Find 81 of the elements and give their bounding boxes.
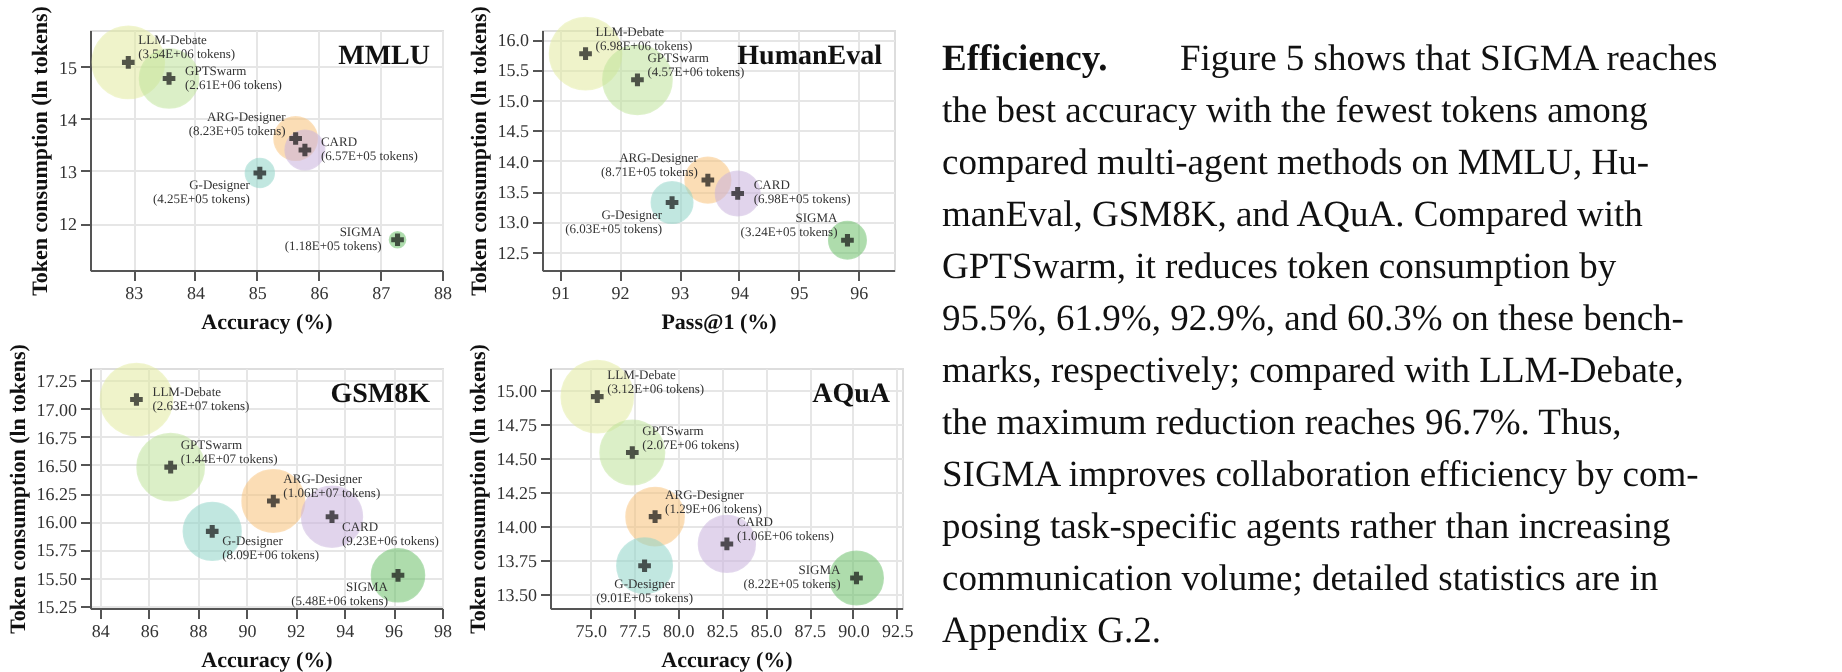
x-tick-label: 84	[91, 621, 111, 641]
x-tick-label: 90.0	[838, 621, 871, 641]
y-tick-label: 15.50	[36, 568, 78, 589]
x-tick-label: 92.5	[882, 621, 915, 641]
y-tick-label: 15.5	[497, 60, 530, 81]
y-tick-label: 17.00	[36, 399, 78, 420]
y-axis-title: Token consumption (ln tokens)	[29, 5, 53, 296]
y-tick-label: 14	[59, 109, 78, 130]
x-tick-label: 95	[790, 283, 810, 303]
y-tick-label: 14.25	[496, 483, 538, 504]
text: GPTSwarm, it reduces token consumption by	[942, 248, 1618, 288]
x-tick-label: 84	[186, 283, 206, 303]
x-tick-label: 94	[730, 283, 750, 303]
text: compared multi-agent methods on MMLU, Hu-	[942, 144, 1649, 184]
y-tick-label: 15	[59, 57, 78, 78]
chart-title: AQuA	[812, 380, 892, 410]
y-tick-label: 16.50	[36, 455, 78, 476]
y-tick-label: 12.5	[497, 242, 530, 263]
y-tick-label: 13.0	[497, 212, 530, 233]
text: the best accuracy with the fewest tokens among	[942, 92, 1648, 132]
x-tick-label: 92	[287, 621, 306, 641]
x-axis-title: Accuracy (%)	[201, 311, 334, 335]
y-tick-label: 17.25	[36, 371, 78, 392]
chart-title: MMLU	[338, 42, 430, 72]
x-tick-label: 80.0	[663, 621, 696, 641]
text: posing task-specific agents rather than increasing	[942, 508, 1671, 548]
x-tick-label: 91	[551, 283, 570, 303]
caption: Figure 5 shows that SIGMA reaches	[1180, 40, 1718, 80]
y-tick-label: 14.50	[496, 449, 538, 469]
text: marks, respectively; compared with LLM-Debate,	[942, 352, 1684, 392]
x-tick-label: 86	[140, 621, 160, 641]
x-axis-title: Accuracy (%)	[661, 649, 794, 672]
y-tick-label: 14.00	[496, 517, 538, 538]
y-tick-label: 13.5	[497, 182, 530, 203]
x-axis-title: Accuracy (%)	[201, 649, 334, 672]
y-tick-label: 14.75	[496, 414, 538, 435]
y-axis-title: Token consumption (ln tokens)	[467, 5, 492, 296]
y-tick-label: 13.75	[496, 551, 538, 572]
x-tick-label: 93	[671, 283, 691, 303]
y-tick-label: 12	[59, 214, 77, 235]
text: 95.5%, 61.9%, 92.9%, and 60.3% on these bench-	[942, 300, 1684, 340]
text: the maximum reduction reaches 96.7%. Thus,	[942, 404, 1622, 444]
x-tick-label: 87.5	[794, 621, 827, 641]
x-tick-label: 88	[189, 621, 209, 641]
x-tick-label: 85	[248, 283, 268, 303]
x-tick-label: 92	[611, 283, 630, 303]
text: Appendix G.2.	[942, 612, 1161, 652]
x-tick-label: 96	[850, 283, 870, 303]
x-tick-label: 94	[336, 621, 356, 641]
x-tick-label: 75.0	[575, 621, 609, 641]
x-tick-label: 82.5	[706, 621, 740, 641]
x-tick-label: 98	[434, 621, 453, 641]
chart-title: GSM8K	[330, 380, 431, 410]
x-tick-label: 88	[434, 283, 453, 303]
x-tick-label: 77.5	[619, 621, 652, 641]
y-tick-label: 15.00	[496, 380, 538, 401]
y-tick-label: 15.75	[36, 540, 78, 561]
x-tick-label: 96	[385, 621, 405, 641]
y-tick-label: 13	[59, 161, 78, 182]
y-tick-label: 15.0	[497, 90, 530, 111]
y-tick-label: 16.25	[36, 484, 78, 505]
text: manEval, GSM8K, and AQuA. Compared with	[942, 196, 1643, 236]
text: communication volume; detailed statistics are in	[942, 560, 1659, 600]
x-tick-label: 85.0	[750, 621, 784, 641]
y-tick-label: 13.50	[496, 585, 538, 606]
x-tick-label: 90	[238, 621, 258, 641]
y-tick-label: 14.5	[497, 121, 530, 142]
x-tick-label: 87	[372, 283, 392, 303]
y-axis-title: Token consumption (ln tokens)	[6, 343, 31, 634]
y-tick-label: 16.00	[36, 512, 78, 533]
text: SIGMA improves collaboration efficiency by com-	[942, 456, 1699, 496]
x-axis-title: Pass@1 (%)	[661, 311, 778, 335]
y-tick-label: 15.25	[36, 596, 78, 617]
y-tick-label: 16.0	[497, 30, 530, 51]
x-tick-label: 86	[310, 283, 330, 303]
x-tick-label: 83	[125, 283, 145, 303]
y-tick-label: 16.75	[36, 427, 78, 448]
chart-title: HumanEval	[737, 42, 883, 72]
y-axis-title: Token consumption (ln tokens)	[466, 343, 491, 634]
text: Efficiency.	[942, 40, 1108, 80]
y-tick-label: 14.0	[497, 151, 530, 172]
